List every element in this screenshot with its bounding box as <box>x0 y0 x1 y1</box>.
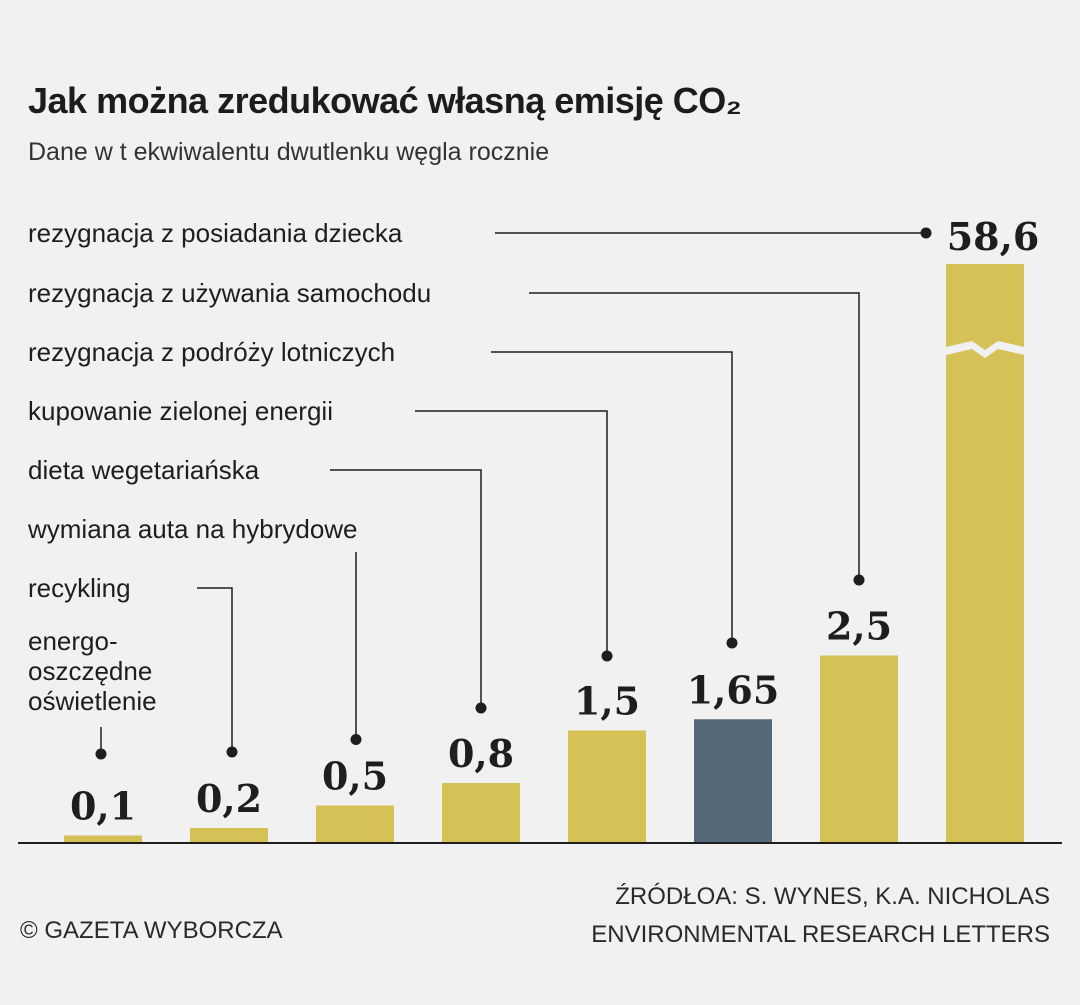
chart-title: Jak można zredukować własną emisję CO₂ <box>28 80 742 121</box>
value-label: 0,1 <box>70 784 136 829</box>
value-label: 0,2 <box>196 776 262 821</box>
value-label: 1,5 <box>574 679 640 724</box>
leader-line <box>197 587 233 752</box>
leader-dot <box>475 702 487 714</box>
value-label: 0,5 <box>322 754 388 799</box>
leader-line <box>415 410 608 656</box>
leader-line <box>330 469 482 708</box>
bar <box>694 719 772 843</box>
source-line-2: ENVIRONMENTAL RESEARCH LETTERS <box>591 921 1050 948</box>
category-label: recykling <box>28 573 131 603</box>
category-label: dieta wegetariańska <box>28 455 260 485</box>
category-label: energo- <box>28 626 118 656</box>
bar <box>568 730 646 843</box>
bar <box>64 835 142 843</box>
leader-dot <box>350 734 362 745</box>
leader-dot <box>601 650 613 662</box>
leader-line <box>491 351 733 643</box>
leader-dot <box>920 227 932 239</box>
leader-dot <box>726 637 738 649</box>
category-label: wymiana auta na hybrydowe <box>27 514 358 544</box>
category-label: oszczędne <box>28 656 152 686</box>
bar <box>946 264 1024 843</box>
value-label: 1,65 <box>687 667 780 712</box>
value-label: 58,6 <box>947 214 1040 259</box>
category-label: kupowanie zielonej energii <box>28 396 333 426</box>
bar <box>442 783 520 843</box>
bar <box>316 805 394 843</box>
source-line-1: ŹRÓDŁOA: S. WYNES, K.A. NICHOLAS <box>615 883 1050 910</box>
category-label: rezygnacja z używania samochodu <box>28 278 431 308</box>
chart-subtitle: Dane w t ekwiwalentu dwutlenku węgla roc… <box>28 138 550 166</box>
bar <box>820 655 898 843</box>
value-label: 0,8 <box>448 731 514 776</box>
source-text: ŹRÓDŁOA: S. WYNES, K.A. NICHOLAS ENVIRON… <box>591 878 1050 954</box>
value-label: 2,5 <box>826 604 892 649</box>
leader-dot <box>226 746 238 758</box>
category-label: rezygnacja z posiadania dziecka <box>28 218 403 248</box>
credit-text: © GAZETA WYBORCZA <box>20 917 283 944</box>
leader-dot <box>853 574 865 586</box>
category-label: oświetlenie <box>28 686 157 716</box>
leader-line <box>529 292 860 580</box>
bar <box>190 828 268 843</box>
category-label: rezygnacja z podróży lotniczych <box>28 337 395 367</box>
axis-break <box>946 341 1024 358</box>
